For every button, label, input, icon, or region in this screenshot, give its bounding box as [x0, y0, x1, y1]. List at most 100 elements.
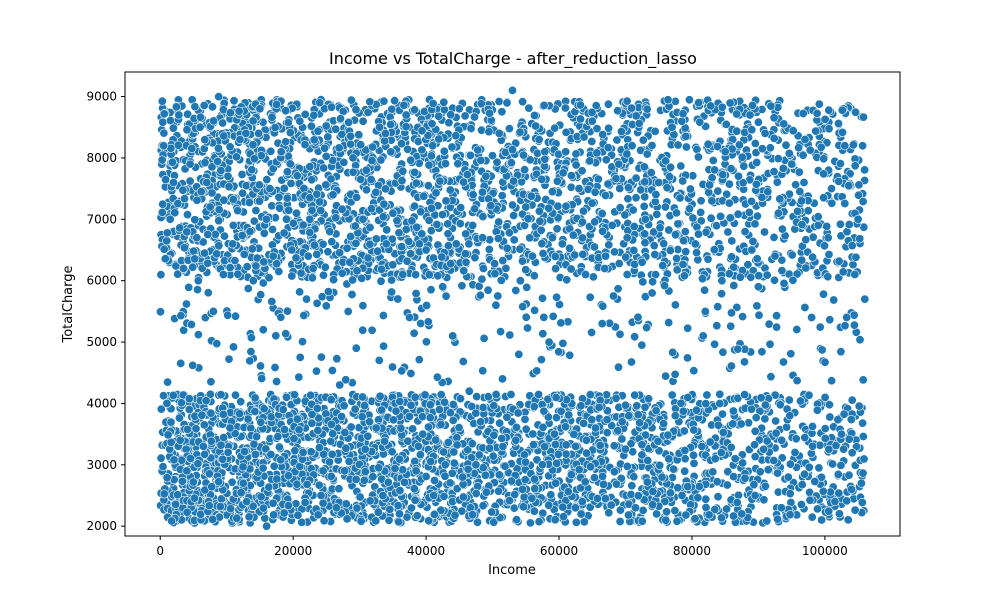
scatter-point: [659, 239, 669, 249]
scatter-point: [791, 180, 801, 190]
scatter-point: [219, 131, 229, 141]
scatter-point: [666, 162, 676, 172]
scatter-point: [582, 448, 592, 458]
scatter-point: [309, 240, 319, 250]
scatter-point: [807, 512, 817, 522]
scatter-point: [507, 200, 517, 210]
scatter-point: [782, 422, 792, 432]
scatter-point: [537, 239, 547, 249]
scatter-point: [705, 437, 715, 447]
scatter-point: [626, 489, 636, 499]
scatter-point: [431, 188, 441, 198]
scatter-point: [713, 492, 723, 502]
scatter-point: [579, 517, 589, 527]
scatter-point: [388, 260, 398, 270]
scatter-point: [710, 165, 720, 175]
scatter-point: [464, 239, 474, 249]
scatter-point: [547, 187, 557, 197]
scatter-point: [662, 183, 672, 193]
scatter-point: [858, 418, 868, 428]
scatter-point: [590, 187, 600, 197]
scatter-point: [242, 262, 252, 272]
scatter-point: [812, 108, 822, 118]
scatter-point: [426, 151, 436, 161]
scatter-point: [380, 436, 390, 446]
scatter-point: [604, 240, 614, 250]
scatter-point: [859, 454, 869, 464]
scatter-point: [165, 116, 175, 126]
scatter-point: [722, 189, 732, 199]
scatter-point: [173, 199, 183, 209]
scatter-point: [544, 203, 554, 213]
scatter-point: [399, 100, 409, 110]
scatter-point: [237, 231, 247, 241]
scatter-point: [256, 417, 266, 427]
scatter-point: [794, 167, 804, 177]
scatter-point: [860, 165, 870, 175]
scatter-point: [313, 425, 323, 435]
scatter-point: [320, 262, 330, 272]
scatter-point: [594, 402, 604, 412]
scatter-point: [593, 174, 603, 184]
scatter-point: [412, 222, 422, 232]
scatter-point: [724, 269, 734, 279]
scatter-point: [502, 98, 512, 108]
scatter-point: [808, 252, 818, 262]
scatter-point: [425, 413, 435, 423]
scatter-point: [598, 130, 608, 140]
scatter-point: [320, 143, 330, 153]
scatter-point: [305, 193, 315, 203]
scatter-point: [459, 266, 469, 276]
scatter-point: [746, 404, 756, 414]
scatter-point: [592, 493, 602, 503]
scatter-point: [835, 159, 845, 169]
scatter-point: [704, 187, 714, 197]
scatter-point: [437, 210, 447, 220]
scatter-point: [658, 260, 668, 270]
scatter-point: [335, 114, 345, 124]
scatter-point: [474, 450, 484, 460]
scatter-point: [726, 164, 736, 174]
scatter-point: [473, 145, 483, 155]
scatter-point: [284, 205, 294, 215]
scatter-point: [646, 168, 656, 178]
scatter-point: [748, 236, 758, 246]
scatter-point: [630, 259, 640, 269]
scatter-point: [717, 102, 727, 112]
scatter-point: [417, 126, 427, 136]
scatter-point: [840, 199, 850, 209]
scatter-point: [406, 249, 416, 259]
scatter-point: [561, 127, 571, 137]
scatter-point: [615, 516, 625, 526]
scatter-point: [560, 422, 570, 432]
scatter-point: [739, 161, 749, 171]
scatter-point: [791, 434, 801, 444]
scatter-point: [406, 155, 416, 165]
scatter-point: [402, 256, 412, 266]
scatter-point: [744, 418, 754, 428]
scatter-point: [834, 509, 844, 519]
scatter-point: [269, 461, 279, 471]
scatter-point: [717, 409, 727, 419]
scatter-point: [776, 503, 786, 513]
scatter-point: [348, 167, 358, 177]
scatter-point: [745, 110, 755, 120]
scatter-point: [822, 221, 832, 231]
scatter-point: [627, 481, 637, 491]
scatter-point: [769, 133, 779, 143]
scatter-point: [671, 208, 681, 218]
scatter-point: [506, 389, 516, 399]
scatter-point: [620, 210, 630, 220]
scatter-point: [728, 406, 738, 416]
scatter-point: [544, 500, 554, 510]
scatter-point: [525, 233, 535, 243]
scatter-point: [288, 218, 298, 228]
scatter-point: [633, 491, 643, 501]
scatter-point: [448, 399, 458, 409]
scatter-point: [679, 426, 689, 436]
scatter-point: [611, 174, 621, 184]
scatter-point: [732, 109, 742, 119]
scatter-point: [622, 269, 632, 279]
scatter-point: [795, 187, 805, 197]
scatter-point: [446, 110, 456, 120]
